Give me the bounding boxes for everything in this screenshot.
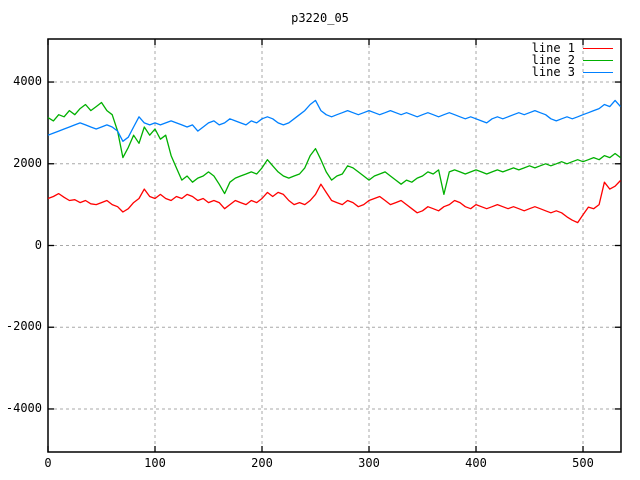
x-tick-label: 400 — [465, 456, 487, 470]
legend-line-sample-line3 — [583, 71, 613, 73]
plot-border — [47, 38, 622, 453]
legend-item-line2: line 2 — [532, 54, 613, 66]
legend: line 1 line 2 line 3 — [532, 42, 613, 78]
legend-item-line1: line 1 — [532, 42, 613, 54]
x-tick-label: 200 — [251, 456, 273, 470]
legend-label-line3: line 3 — [531, 65, 575, 79]
legend-line-sample-line2 — [583, 59, 613, 61]
y-tick-label: -2000 — [5, 319, 42, 334]
y-tick-label: -4000 — [5, 400, 42, 415]
x-tick-label: 300 — [358, 456, 380, 470]
x-tick-label: 500 — [572, 456, 594, 470]
legend-item-line3: line 3 — [532, 66, 613, 78]
legend-line-sample-line1 — [583, 47, 613, 49]
x-tick-label: 100 — [144, 456, 166, 470]
series-line-3 — [47, 99, 621, 142]
series-line-2 — [47, 101, 621, 196]
chart-title: p3220_05 — [291, 11, 349, 25]
y-tick-label: 4000 — [13, 74, 42, 89]
legend-label-line1: line 1 — [531, 41, 575, 55]
y-tick-label: 0 — [34, 237, 42, 252]
x-tick-label: 0 — [44, 456, 52, 470]
y-tick-label: 2000 — [13, 155, 42, 170]
series-line-1 — [47, 180, 621, 224]
legend-label-line2: line 2 — [531, 53, 575, 67]
